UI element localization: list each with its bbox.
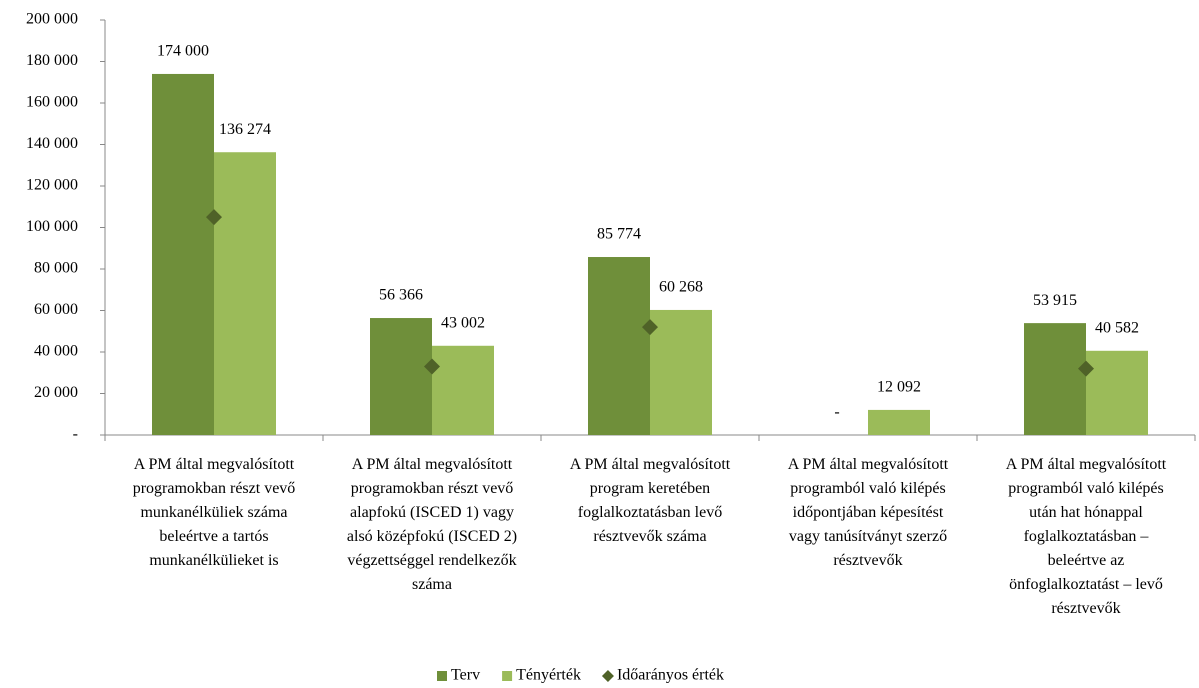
data-label: 53 915 bbox=[1033, 292, 1077, 309]
y-tick-label: 160 000 bbox=[26, 94, 78, 111]
bar bbox=[588, 257, 650, 435]
data-label: 43 002 bbox=[441, 314, 485, 331]
data-label: 136 274 bbox=[219, 121, 271, 138]
data-label: 56 366 bbox=[379, 287, 423, 304]
diamond-marker bbox=[1078, 360, 1094, 377]
y-tick-label: 40 000 bbox=[34, 343, 78, 360]
x-tick-label: A PM által megvalósított program keretébe… bbox=[570, 456, 731, 545]
x-tick-label: A PM által megvalósított programokban rés… bbox=[133, 456, 296, 569]
x-tick-label: A PM által megvalósított programokban rés… bbox=[347, 456, 517, 593]
y-tick-label: 80 000 bbox=[34, 260, 78, 277]
y-tick-label: - bbox=[73, 426, 78, 443]
x-tick-label: A PM által megvalósított programból való … bbox=[788, 456, 949, 569]
data-label: 174 000 bbox=[157, 43, 209, 60]
data-label: 60 268 bbox=[659, 279, 703, 296]
diamond-marker bbox=[206, 209, 222, 226]
x-tick-label: A PM által megvalósított programból való … bbox=[1006, 456, 1167, 617]
bar bbox=[1086, 350, 1148, 435]
bar bbox=[868, 409, 930, 435]
bar bbox=[214, 152, 276, 435]
bar bbox=[650, 309, 712, 435]
data-label: 12 092 bbox=[877, 379, 921, 396]
y-tick-label: 180 000 bbox=[26, 52, 78, 69]
y-tick-label: 140 000 bbox=[26, 135, 78, 152]
data-label: 85 774 bbox=[597, 226, 641, 243]
legend-label: Tényérték bbox=[516, 667, 581, 684]
diamond-marker bbox=[424, 358, 440, 375]
bar bbox=[152, 73, 214, 435]
diamond-marker bbox=[642, 319, 658, 336]
legend-swatch bbox=[502, 671, 513, 681]
bar bbox=[432, 345, 494, 435]
legend-swatch bbox=[601, 670, 614, 682]
bar bbox=[1024, 323, 1086, 435]
data-label: - bbox=[834, 404, 839, 421]
legend-swatch bbox=[437, 671, 447, 681]
y-tick-label: 20 000 bbox=[34, 384, 78, 401]
bar bbox=[370, 318, 432, 435]
y-tick-label: 60 000 bbox=[34, 301, 78, 318]
y-tick-label: 120 000 bbox=[26, 177, 78, 194]
data-label: 40 582 bbox=[1095, 319, 1139, 336]
y-tick-label: 100 000 bbox=[26, 218, 78, 235]
y-tick-label: 200 000 bbox=[26, 11, 78, 28]
legend-label: Terv bbox=[451, 667, 480, 684]
legend-label: Időarányos érték bbox=[617, 667, 724, 684]
